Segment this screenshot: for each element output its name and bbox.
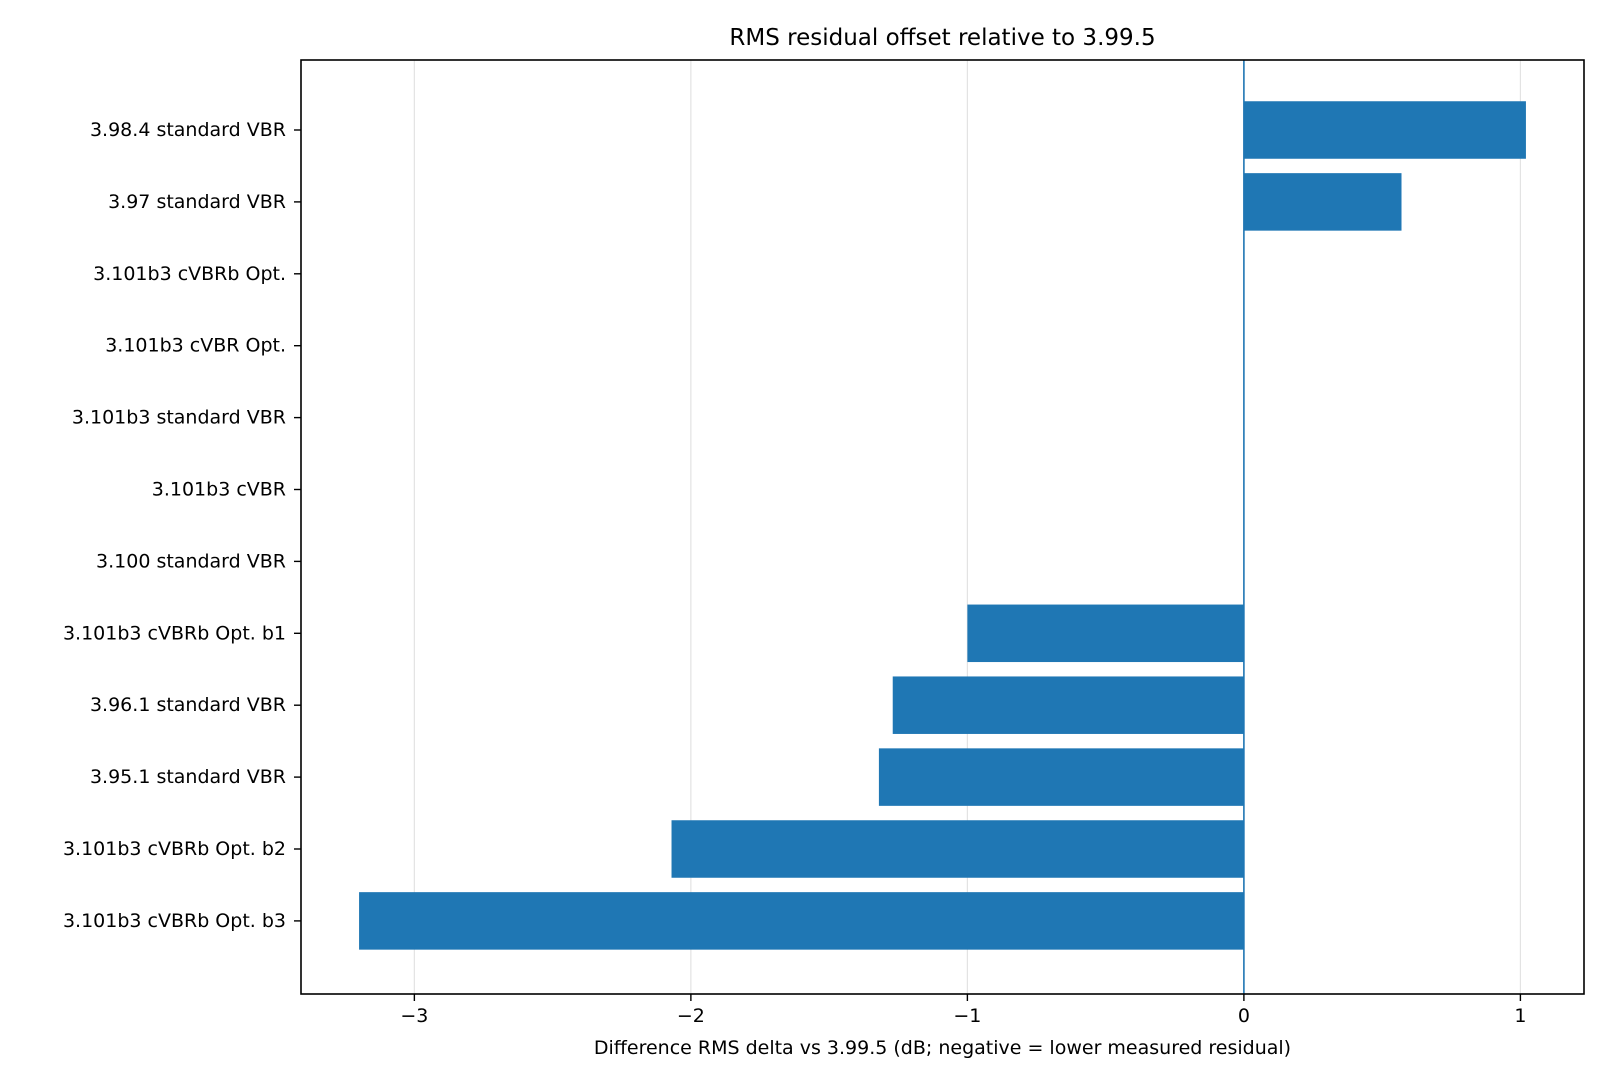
x-tick-label: −2 (677, 1005, 705, 1027)
bar (878, 748, 1244, 806)
y-tick-label: 3.101b3 cVBRb Opt. b2 (63, 838, 286, 860)
bar (1243, 173, 1402, 231)
y-tick-label: 3.101b3 cVBRb Opt. (93, 263, 286, 285)
y-tick-label: 3.101b3 cVBRb Opt. b3 (63, 910, 286, 932)
y-tick-label: 3.101b3 standard VBR (72, 407, 286, 429)
y-tick-label: 3.101b3 cVBR Opt. (105, 335, 286, 357)
x-tick-label: 1 (1514, 1005, 1526, 1027)
y-tick-label: 3.96.1 standard VBR (90, 694, 286, 716)
bar (671, 820, 1244, 878)
y-axis: 3.98.4 standard VBR 3.97 standard VBR 3.10… (63, 119, 301, 932)
chart-title: RMS residual offset relative to 3.99.5 (729, 25, 1155, 51)
y-tick-label: 3.100 standard VBR (96, 550, 286, 572)
bar (359, 892, 1244, 950)
y-tick-label: 3.95.1 standard VBR (90, 766, 286, 788)
bar (1243, 101, 1526, 159)
x-axis-label: Difference RMS delta vs 3.99.5 (dB; nega… (594, 1037, 1291, 1059)
bar (967, 604, 1244, 663)
x-tick-label: −3 (400, 1005, 428, 1027)
bar (892, 676, 1244, 734)
y-tick-label: 3.101b3 cVBR (152, 479, 286, 501)
x-axis: −3 −2 −1 0 1 (400, 994, 1526, 1027)
x-tick-label: 0 (1238, 1005, 1250, 1027)
y-tick-label: 3.101b3 cVBRb Opt. b1 (63, 622, 286, 644)
y-tick-label: 3.98.4 standard VBR (90, 119, 286, 141)
plot-frame (300, 59, 1585, 995)
y-tick-label: 3.97 standard VBR (108, 191, 286, 213)
x-tick-label: −1 (953, 1005, 981, 1027)
bars (359, 101, 1526, 950)
